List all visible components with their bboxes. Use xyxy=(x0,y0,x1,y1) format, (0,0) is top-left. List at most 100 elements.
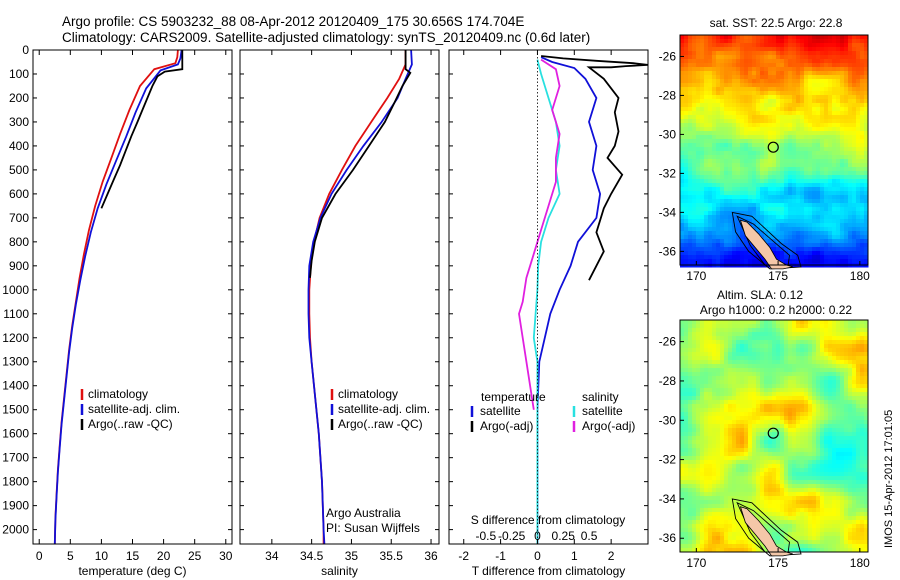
x-tick-label: 1 xyxy=(571,549,578,563)
timestamp-watermark: IMOS 15-Apr-2012 17:01:05 xyxy=(883,410,895,548)
x-tick-label-top: -0.25 xyxy=(498,529,526,543)
y-tick-label: 1000 xyxy=(2,283,29,297)
map-y-tick-label: -28 xyxy=(659,374,677,388)
x-tick-label: 15 xyxy=(126,549,140,563)
map-x-tick-label: 175 xyxy=(768,269,788,283)
map-y-tick-label: -26 xyxy=(659,335,677,349)
x-tick-label: 34 xyxy=(265,549,279,563)
y-tick-label: 1900 xyxy=(2,499,29,513)
y-tick-label: 500 xyxy=(9,163,29,177)
x-axis-label: salinity xyxy=(321,564,358,578)
map-y-tick-label: -26 xyxy=(659,49,677,63)
y-tick-label: 2000 xyxy=(2,523,29,537)
y-tick-label: 300 xyxy=(9,115,29,129)
x-tick-label: -1 xyxy=(495,549,506,563)
y-tick-label: 100 xyxy=(9,67,29,81)
x-tick-label: 20 xyxy=(157,549,171,563)
y-tick-label: 400 xyxy=(9,139,29,153)
map-frame xyxy=(679,34,869,266)
panel-frame-temperature xyxy=(32,49,233,545)
map-x-tick-label: 170 xyxy=(686,556,706,570)
annotation-text: Argo Australia xyxy=(326,506,401,520)
sla-map-title: Altim. SLA: 0.12 xyxy=(717,288,803,302)
argo-position-marker xyxy=(767,427,779,439)
panel-frame-salinity xyxy=(239,49,440,545)
legend-label: climatology xyxy=(338,387,398,401)
y-tick-label: 600 xyxy=(9,187,29,201)
map-frame xyxy=(679,319,869,553)
series-line-difference-3 xyxy=(518,58,561,410)
x-tick-label: 10 xyxy=(95,549,109,563)
x-tick-label-top: 0.5 xyxy=(581,529,598,543)
x-tick-label: 0 xyxy=(534,549,541,563)
x-tick-label-top: 0 xyxy=(534,529,541,543)
y-tick-label: 700 xyxy=(9,211,29,225)
y-tick-label: 1500 xyxy=(2,403,29,417)
bathymetry-contour xyxy=(736,215,790,268)
map-field-sst_map xyxy=(680,35,869,268)
sst-map-title: sat. SST: 22.5 Argo: 22.8 xyxy=(710,16,843,30)
legend-label: Argo(..raw -QC) xyxy=(88,417,173,431)
x-tick-label: -2 xyxy=(458,549,469,563)
y-tick-label: 1300 xyxy=(2,355,29,369)
map-y-tick-label: -32 xyxy=(659,166,677,180)
x-tick-label: 30 xyxy=(219,549,233,563)
y-tick-label: 1700 xyxy=(2,451,29,465)
y-tick-label: 0 xyxy=(22,43,29,57)
map-field-sla_map xyxy=(680,320,869,553)
series-line-salinity-2 xyxy=(309,50,412,278)
legend-label: climatology xyxy=(88,387,148,401)
bathymetry-contour xyxy=(736,501,790,555)
x-tick-label: 25 xyxy=(188,549,202,563)
legend-label: Argo(..raw -QC) xyxy=(338,417,423,431)
figure-title-line1: Argo profile: CS 5903232_88 08-Apr-2012 … xyxy=(62,14,525,29)
y-tick-label: 1600 xyxy=(2,427,29,441)
argo-position-marker xyxy=(767,141,779,153)
figure-title-line2: Climatology: CARS2009. Satellite-adjuste… xyxy=(62,30,591,45)
y-tick-label: 200 xyxy=(9,91,29,105)
legend-title-salinity: salinity xyxy=(582,390,619,404)
x-tick-label: 5 xyxy=(67,549,74,563)
y-tick-label: 1200 xyxy=(2,331,29,345)
series-line-salinity-0 xyxy=(308,50,407,544)
y-tick-label: 900 xyxy=(9,259,29,273)
x-axis-label: T difference from climatology xyxy=(472,564,626,578)
x-axis-label: temperature (deg C) xyxy=(78,564,186,578)
y-tick-label: 1100 xyxy=(3,307,29,321)
x-tick-label: 35.5 xyxy=(380,549,404,563)
x-tick-label: 35 xyxy=(345,549,359,563)
x-tick-label-top: -0.5 xyxy=(476,529,497,543)
legend-label: satellite xyxy=(582,404,623,418)
series-line-difference-0 xyxy=(536,56,602,544)
map-y-tick-label: -32 xyxy=(659,453,677,467)
map-y-tick-label: -30 xyxy=(659,127,677,141)
map-y-tick-label: -36 xyxy=(659,244,677,258)
legend-label: satellite-adj. clim. xyxy=(338,402,430,416)
map-x-tick-label: 180 xyxy=(850,269,870,283)
legend-label: Argo(-adj) xyxy=(480,419,533,433)
land-new-zealand xyxy=(739,506,793,557)
series-line-salinity-1 xyxy=(307,50,413,544)
map-y-tick-label: -28 xyxy=(659,88,677,102)
y-tick-label: 800 xyxy=(9,235,29,249)
y-tick-label: 1400 xyxy=(2,379,29,393)
legend-label: Argo(-adj) xyxy=(582,419,635,433)
series-line-difference-2 xyxy=(532,59,561,544)
x-tick-label: 0 xyxy=(36,549,43,563)
series-line-temperature-1 xyxy=(53,50,183,544)
series-line-temperature-0 xyxy=(53,50,179,544)
legend-title-temperature: temperature xyxy=(481,390,546,404)
x-tick-label-top: 0.25 xyxy=(552,529,576,543)
map-y-tick-label: -30 xyxy=(659,413,677,427)
sla-map-subtitle: Argo h1000: 0.2 h2000: 0.22 xyxy=(700,303,852,317)
legend-label: satellite xyxy=(480,404,521,418)
annotation-text: PI: Susan Wijffels xyxy=(326,521,420,535)
x-axis-label-salinity: S difference from climatology xyxy=(471,513,626,527)
bathymetry-contour xyxy=(731,498,802,557)
series-line-temperature-2 xyxy=(100,50,184,209)
legend-label: satellite-adj. clim. xyxy=(88,402,180,416)
map-x-tick-label: 180 xyxy=(850,556,870,570)
bathymetry-contour xyxy=(731,211,802,270)
x-tick-label: 36 xyxy=(424,549,438,563)
